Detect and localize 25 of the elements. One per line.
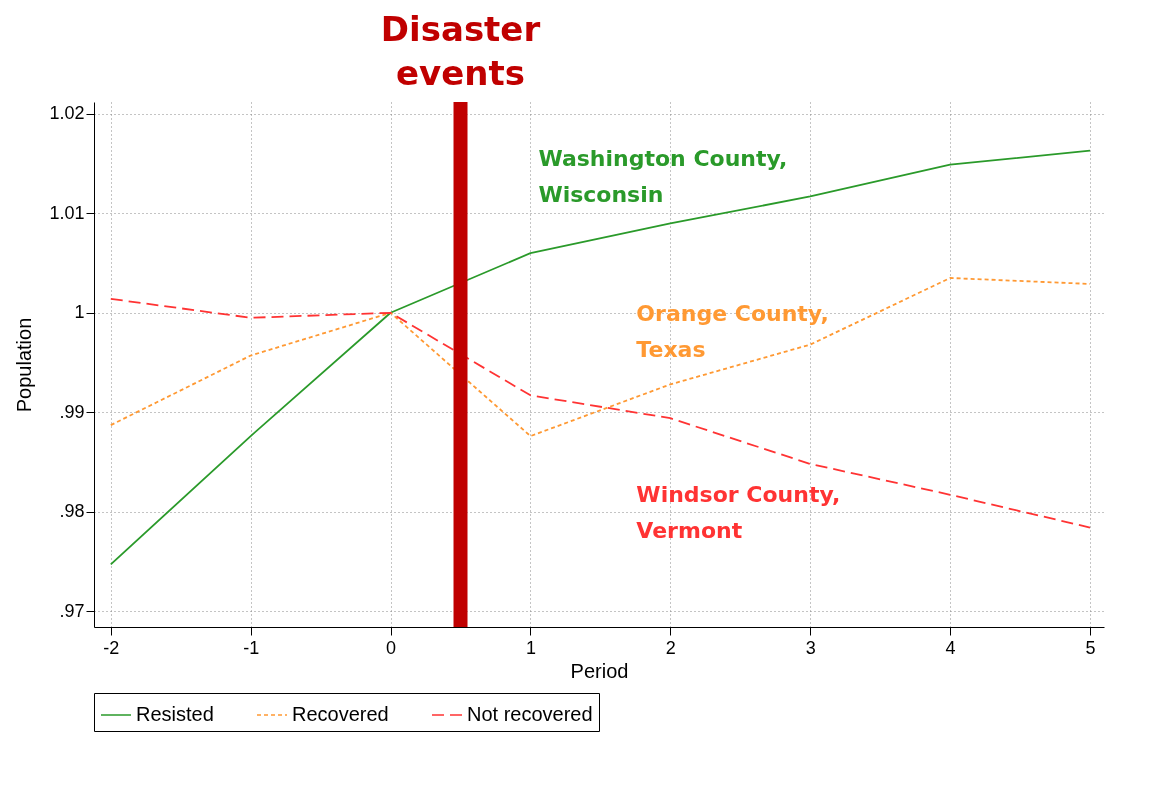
annotation: Washington County, Wisconsin	[538, 146, 788, 208]
y-axis-title: Population	[13, 317, 36, 413]
x-axis-title: Period	[570, 659, 629, 682]
legend-label: Recovered	[292, 703, 389, 725]
y-tick-label: .97	[59, 600, 85, 621]
x-tick-label: 2	[665, 637, 676, 658]
y-tick-label: 1.02	[49, 103, 85, 124]
legend-label: Not recovered	[467, 703, 593, 725]
x-tick-label: 3	[805, 637, 816, 658]
x-tick-label: 0	[386, 637, 397, 658]
x-tick-label: -2	[103, 637, 120, 658]
x-tick-label: 1	[525, 637, 536, 658]
y-tick-label: 1	[74, 302, 85, 323]
legend-label: Resisted	[136, 703, 214, 725]
y-tick-label: .99	[59, 401, 85, 422]
ref-line-label: Disaster events	[380, 9, 541, 93]
annotation: Orange County, Texas	[636, 301, 829, 363]
annotation: Windsor County, Vermont	[636, 482, 841, 544]
x-tick-label: -1	[243, 637, 260, 658]
x-tick-label: 4	[945, 637, 956, 658]
y-tick-label: 1.01	[49, 202, 85, 223]
line-series	[109, 277, 1091, 437]
x-tick-label: 5	[1085, 637, 1096, 658]
line-series	[109, 149, 1091, 566]
y-tick-label: .98	[59, 501, 85, 522]
